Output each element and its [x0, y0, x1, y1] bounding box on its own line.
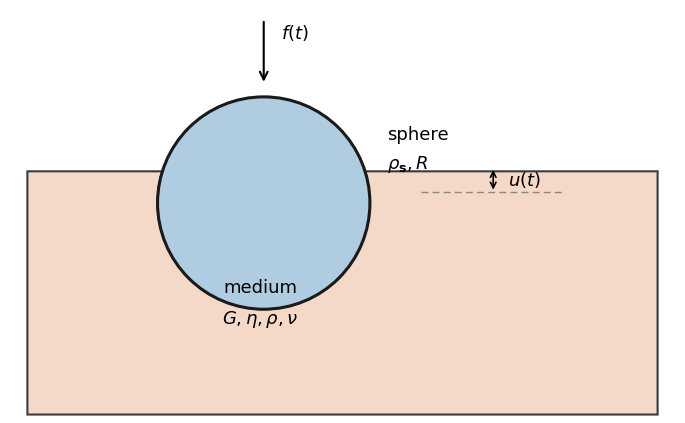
Text: $f(t)$: $f(t)$ [281, 23, 309, 43]
Text: sphere: sphere [387, 126, 449, 144]
Text: $G, \eta, \rho, \nu$: $G, \eta, \rho, \nu$ [222, 309, 299, 330]
Text: medium: medium [223, 279, 297, 297]
Polygon shape [27, 171, 658, 415]
Ellipse shape [158, 97, 370, 309]
Text: $\rho_\mathbf{s}, R$: $\rho_\mathbf{s}, R$ [387, 154, 429, 176]
Text: $u(t)$: $u(t)$ [508, 170, 541, 190]
